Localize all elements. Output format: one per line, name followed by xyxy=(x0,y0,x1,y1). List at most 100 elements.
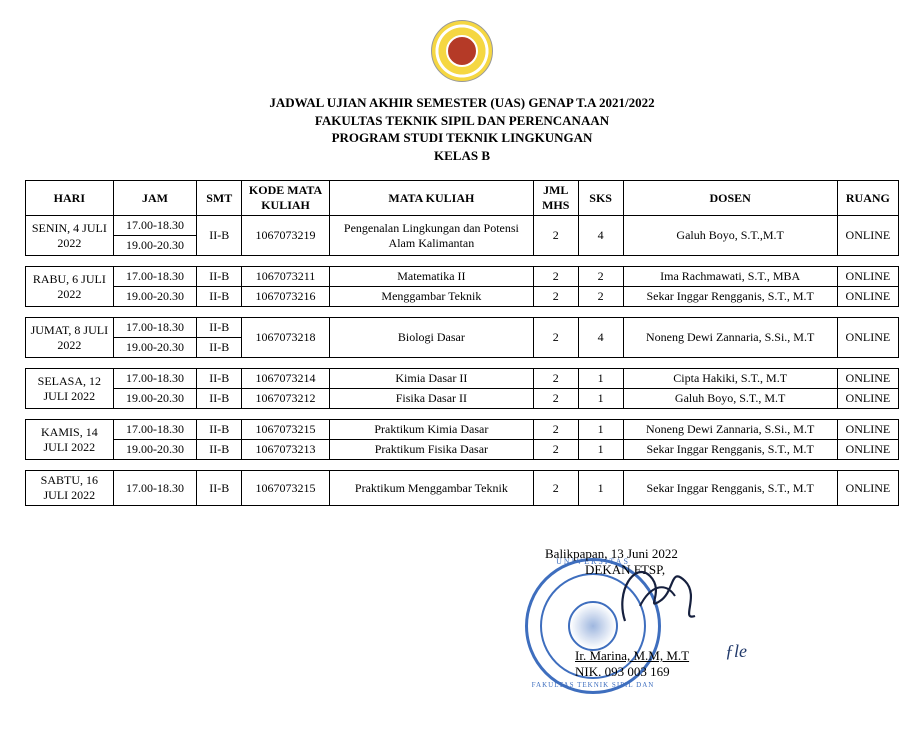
table-cell: 2 xyxy=(533,389,578,409)
table-gap-row xyxy=(26,358,899,369)
table-cell: 2 xyxy=(533,216,578,256)
table-cell: SELASA, 12 JULI 2022 xyxy=(26,369,114,409)
table-cell: Matematika II xyxy=(329,267,533,287)
table-cell: RABU, 6 JULI 2022 xyxy=(26,267,114,307)
col-sks: SKS xyxy=(578,181,623,216)
table-cell: ONLINE xyxy=(837,369,898,389)
table-cell: Noneng Dewi Zannaria, S.Si., M.T xyxy=(623,318,837,358)
table-cell: 19.00-20.30 xyxy=(113,287,197,307)
title-line-2: FAKULTAS TEKNIK SIPIL DAN PERENCANAAN xyxy=(25,112,899,130)
table-cell: 19.00-20.30 xyxy=(113,236,197,256)
table-gap-row xyxy=(26,460,899,471)
table-cell: 2 xyxy=(533,287,578,307)
table-row: JUMAT, 8 JULI 202217.00-18.30II-B1067073… xyxy=(26,318,899,338)
col-jml: JML MHS xyxy=(533,181,578,216)
table-cell: Pengenalan Lingkungan dan Potensi Alam K… xyxy=(329,216,533,256)
table-cell: 1067073215 xyxy=(242,471,330,506)
table-cell: ONLINE xyxy=(837,287,898,307)
table-cell: Praktikum Menggambar Teknik xyxy=(329,471,533,506)
table-cell: 1067073216 xyxy=(242,287,330,307)
table-cell: SABTU, 16 JULI 2022 xyxy=(26,471,114,506)
table-cell: ONLINE xyxy=(837,420,898,440)
title-line-3: PROGRAM STUDI TEKNIK LINGKUNGAN xyxy=(25,129,899,147)
table-cell: 1 xyxy=(578,440,623,460)
table-row: 19.00-20.30II-B1067073213Praktikum Fisik… xyxy=(26,440,899,460)
table-cell: 1 xyxy=(578,389,623,409)
table-cell: Sekar Inggar Rengganis, S.T., M.T xyxy=(623,471,837,506)
table-cell: II-B xyxy=(197,471,242,506)
table-cell: II-B xyxy=(197,216,242,256)
table-cell: ONLINE xyxy=(837,267,898,287)
table-cell: II-B xyxy=(197,287,242,307)
title-line-1: JADWAL UJIAN AKHIR SEMESTER (UAS) GENAP … xyxy=(25,94,899,112)
table-cell: 19.00-20.30 xyxy=(113,338,197,358)
table-cell: Menggambar Teknik xyxy=(329,287,533,307)
col-kode: KODE MATA KULIAH xyxy=(242,181,330,216)
table-cell: 1 xyxy=(578,369,623,389)
table-cell: 4 xyxy=(578,216,623,256)
table-cell: 2 xyxy=(533,471,578,506)
table-row: 19.00-20.30II-B1067073212Fisika Dasar II… xyxy=(26,389,899,409)
col-jam: JAM xyxy=(113,181,197,216)
table-cell: Sekar Inggar Rengganis, S.T., M.T xyxy=(623,440,837,460)
table-cell: Biologi Dasar xyxy=(329,318,533,358)
table-row: KAMIS, 14 JULI 202217.00-18.30II-B106707… xyxy=(26,420,899,440)
table-cell: 2 xyxy=(578,287,623,307)
table-cell: ONLINE xyxy=(837,216,898,256)
signature-block: Balikpapan, 13 Juni 2022 DEKAN FTSP, UNI… xyxy=(545,546,845,680)
table-gap-row xyxy=(26,307,899,318)
col-dosen: DOSEN xyxy=(623,181,837,216)
table-cell: II-B xyxy=(197,440,242,460)
table-cell: 1067073213 xyxy=(242,440,330,460)
table-cell: Kimia Dasar II xyxy=(329,369,533,389)
table-cell: II-B xyxy=(197,338,242,358)
table-cell: 2 xyxy=(578,267,623,287)
table-cell: Galuh Boyo, S.T., M.T xyxy=(623,389,837,409)
stamp-text-bottom: FAKULTAS TEKNIK SIPIL DAN xyxy=(528,681,658,689)
table-cell: 2 xyxy=(533,267,578,287)
table-row: SABTU, 16 JULI 202217.00-18.30II-B106707… xyxy=(26,471,899,506)
table-cell: Noneng Dewi Zannaria, S.Si., M.T xyxy=(623,420,837,440)
table-cell: II-B xyxy=(197,369,242,389)
table-cell: 1067073218 xyxy=(242,318,330,358)
table-cell: 17.00-18.30 xyxy=(113,369,197,389)
table-cell: SENIN, 4 JULI 2022 xyxy=(26,216,114,256)
table-cell: ONLINE xyxy=(837,440,898,460)
table-cell: Ima Rachmawati, S.T., MBA xyxy=(623,267,837,287)
col-ruang: RUANG xyxy=(837,181,898,216)
table-cell: KAMIS, 14 JULI 2022 xyxy=(26,420,114,460)
table-cell: II-B xyxy=(197,420,242,440)
table-cell: 19.00-20.30 xyxy=(113,389,197,409)
table-cell: 1 xyxy=(578,420,623,440)
university-logo xyxy=(25,20,899,86)
table-cell: Praktikum Fisika Dasar xyxy=(329,440,533,460)
signature-scribble xyxy=(605,551,715,641)
table-row: SENIN, 4 JULI 202217.00-18.30II-B1067073… xyxy=(26,216,899,236)
table-cell: 17.00-18.30 xyxy=(113,318,197,338)
table-cell: 1 xyxy=(578,471,623,506)
table-cell: 19.00-20.30 xyxy=(113,440,197,460)
table-cell: II-B xyxy=(197,389,242,409)
schedule-table: HARI JAM SMT KODE MATA KULIAH MATA KULIA… xyxy=(25,180,899,506)
title-line-4: KELAS B xyxy=(25,147,899,165)
table-cell: 1067073219 xyxy=(242,216,330,256)
table-row: RABU, 6 JULI 202217.00-18.30II-B10670732… xyxy=(26,267,899,287)
table-cell: 2 xyxy=(533,369,578,389)
col-mk: MATA KULIAH xyxy=(329,181,533,216)
table-cell: 17.00-18.30 xyxy=(113,420,197,440)
table-cell: 17.00-18.30 xyxy=(113,267,197,287)
table-cell: Praktikum Kimia Dasar xyxy=(329,420,533,440)
document-title-block: JADWAL UJIAN AKHIR SEMESTER (UAS) GENAP … xyxy=(25,94,899,164)
sign-nik: NIK. 093 003 169 xyxy=(575,664,845,680)
table-cell: Galuh Boyo, S.T.,M.T xyxy=(623,216,837,256)
table-cell: 1067073211 xyxy=(242,267,330,287)
table-header-row: HARI JAM SMT KODE MATA KULIAH MATA KULIA… xyxy=(26,181,899,216)
sign-name: Ir. Marina, M.M, M.T xyxy=(575,648,845,664)
table-cell: 4 xyxy=(578,318,623,358)
table-cell: 1067073212 xyxy=(242,389,330,409)
col-smt: SMT xyxy=(197,181,242,216)
table-gap-row xyxy=(26,409,899,420)
table-cell: II-B xyxy=(197,267,242,287)
table-cell: JUMAT, 8 JULI 2022 xyxy=(26,318,114,358)
table-cell: 17.00-18.30 xyxy=(113,216,197,236)
